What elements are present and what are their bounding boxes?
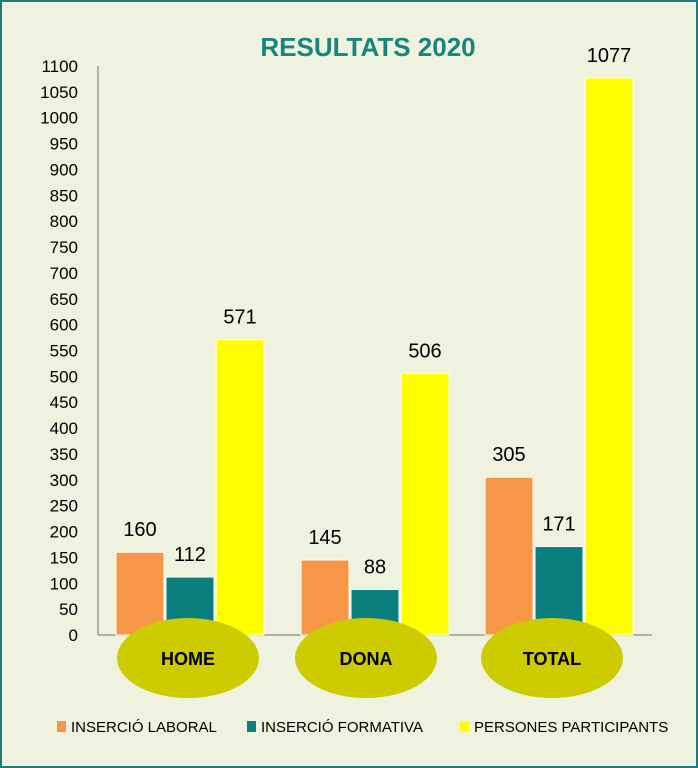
data-label: 112	[174, 544, 206, 566]
category-ellipse	[481, 618, 623, 698]
data-label: 506	[408, 340, 441, 362]
y-tick-label: 650	[50, 290, 78, 309]
y-tick-label: 600	[50, 316, 78, 335]
legend-swatch	[460, 721, 469, 732]
y-tick-label: 450	[50, 393, 78, 412]
y-tick-label: 0	[69, 626, 78, 645]
bar	[115, 551, 165, 636]
legend-swatch	[247, 721, 256, 732]
bar	[584, 77, 634, 636]
data-label: 88	[364, 556, 386, 578]
y-tick-label: 300	[50, 471, 78, 490]
legend: INSERCIÓ LABORAL INSERCIÓ FORMATIVA PERSON…	[57, 719, 668, 736]
y-tick-label: 50	[59, 600, 78, 619]
data-label: 171	[542, 514, 575, 536]
bars-group: 160 112 571 145 88 506 305 171 1077	[115, 45, 634, 636]
category-labels: HOME DONA TOTAL	[117, 618, 623, 698]
y-tick-label: 1000	[40, 109, 78, 128]
legend-label: INSERCIÓ FORMATIVA	[261, 719, 423, 736]
bar	[400, 372, 450, 636]
data-label: 145	[308, 527, 341, 549]
bar	[215, 339, 265, 636]
data-label: 160	[123, 519, 156, 541]
category-ellipse	[117, 618, 259, 698]
category-ellipse	[295, 618, 437, 698]
y-tick-label: 350	[50, 445, 78, 464]
legend-swatch	[57, 721, 66, 732]
y-tick-label: 1050	[40, 83, 78, 102]
bar	[484, 476, 534, 636]
legend-label: INSERCIÓ LABORAL	[71, 719, 217, 736]
y-tick-label: 700	[50, 264, 78, 283]
y-tick-label: 100	[50, 574, 78, 593]
data-label: 305	[492, 444, 525, 466]
category-label: DONA	[340, 649, 393, 669]
y-tick-label: 800	[50, 212, 78, 231]
category-label: HOME	[161, 649, 215, 669]
y-tick-label: 500	[50, 367, 78, 386]
y-tick-label: 1100	[41, 57, 78, 76]
category-label: TOTAL	[523, 649, 581, 669]
y-tick-label: 400	[50, 419, 78, 438]
y-tick-label: 250	[50, 497, 78, 516]
y-tick-label: 900	[50, 160, 78, 179]
legend-label: PERSONES PARTICIPANTS	[474, 719, 668, 736]
chart-title: RESULTATS 2020	[260, 32, 475, 62]
y-tick-label: 750	[50, 238, 78, 257]
data-label: 1077	[587, 45, 632, 67]
y-tick-label: 950	[50, 135, 78, 154]
y-tick-label: 200	[50, 523, 78, 542]
y-axis: 0 50 100 150 200 250 300 350 400 450 500 550 600 650 7…	[40, 57, 652, 645]
y-tick-label: 150	[50, 548, 78, 567]
data-label: 571	[223, 307, 256, 329]
y-tick-label: 850	[50, 186, 78, 205]
y-tick-label: 550	[50, 342, 78, 361]
